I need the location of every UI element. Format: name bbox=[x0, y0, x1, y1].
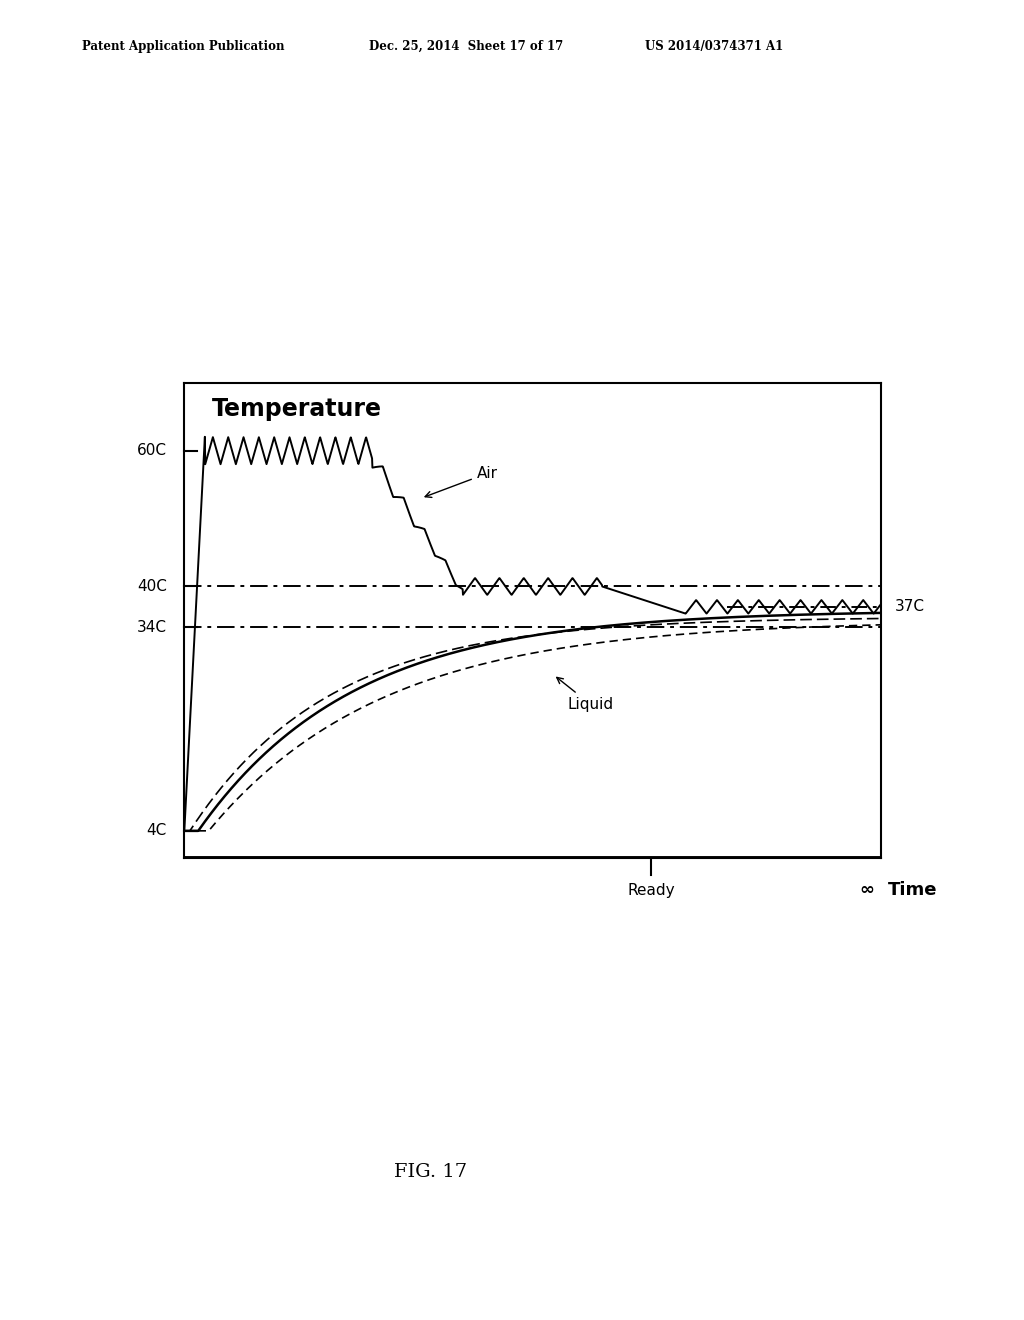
Text: 60C: 60C bbox=[137, 444, 167, 458]
Text: FIG. 17: FIG. 17 bbox=[393, 1163, 467, 1181]
Text: 4C: 4C bbox=[146, 824, 167, 838]
Text: ∞: ∞ bbox=[860, 882, 874, 899]
Text: Time: Time bbox=[888, 882, 937, 899]
Text: Air: Air bbox=[425, 466, 498, 498]
Text: Dec. 25, 2014  Sheet 17 of 17: Dec. 25, 2014 Sheet 17 of 17 bbox=[369, 40, 563, 53]
Text: US 2014/0374371 A1: US 2014/0374371 A1 bbox=[645, 40, 783, 53]
Text: Liquid: Liquid bbox=[557, 677, 613, 711]
Text: 34C: 34C bbox=[137, 619, 167, 635]
Text: 37C: 37C bbox=[895, 599, 925, 614]
Text: 40C: 40C bbox=[137, 579, 167, 594]
Text: Patent Application Publication: Patent Application Publication bbox=[82, 40, 285, 53]
Text: Ready: Ready bbox=[627, 883, 675, 899]
Text: Temperature: Temperature bbox=[212, 397, 382, 421]
